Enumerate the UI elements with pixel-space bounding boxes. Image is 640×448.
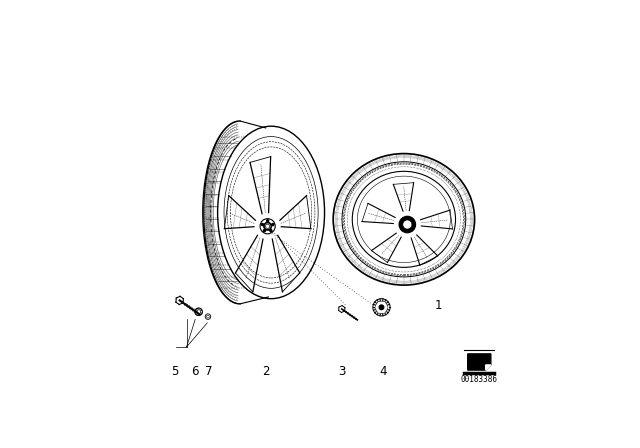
Text: 1: 1 [435,299,442,312]
Circle shape [413,222,414,224]
Circle shape [410,229,412,231]
Circle shape [376,306,378,308]
Circle shape [383,311,385,312]
Circle shape [378,302,380,304]
Circle shape [385,306,387,308]
Text: 4: 4 [380,365,387,378]
Polygon shape [486,365,491,370]
Circle shape [270,230,272,232]
Text: 2: 2 [262,365,269,378]
Text: 6: 6 [191,365,199,378]
Circle shape [403,229,404,231]
Circle shape [267,220,269,222]
Circle shape [266,224,269,228]
Circle shape [403,220,412,229]
Polygon shape [468,354,491,370]
Text: 00183386: 00183386 [460,375,497,383]
Circle shape [264,230,266,232]
Text: 5: 5 [171,365,178,378]
Ellipse shape [264,222,272,230]
Text: 3: 3 [338,365,346,378]
Text: 7: 7 [205,365,212,378]
Circle shape [399,216,415,233]
Circle shape [272,224,274,226]
Circle shape [406,217,408,219]
Circle shape [261,224,264,226]
Circle shape [401,222,402,224]
Circle shape [378,311,380,312]
Circle shape [378,304,385,310]
Circle shape [383,302,385,304]
